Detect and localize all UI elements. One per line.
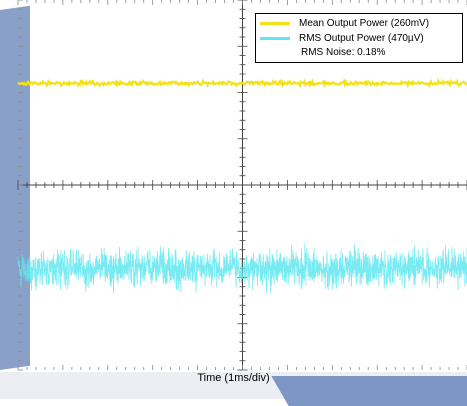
legend-entry-rms: RMS Output Power (470µV) — [256, 31, 424, 45]
legend-swatch-mean — [260, 21, 290, 25]
legend: Mean Output Power (260mV) RMS Output Pow… — [255, 13, 463, 63]
legend-swatch-rms — [260, 36, 290, 40]
grid — [17, 0, 467, 371]
rms-output-power-trace — [17, 242, 467, 294]
rms-noise-annotation: RMS Noise: 0.18% — [301, 47, 386, 58]
legend-entry-mean: Mean Output Power (260mV) — [256, 16, 429, 30]
mean-output-power-trace — [17, 77, 467, 89]
legend-label-mean: Mean Output Power (260mV) — [299, 17, 430, 29]
series-traces — [17, 77, 467, 294]
legend-label-rms: RMS Output Power (470µV) — [299, 32, 424, 44]
oscilloscope-plot — [17, 0, 467, 371]
x-axis-label: Time (1ms/div) — [197, 372, 270, 384]
